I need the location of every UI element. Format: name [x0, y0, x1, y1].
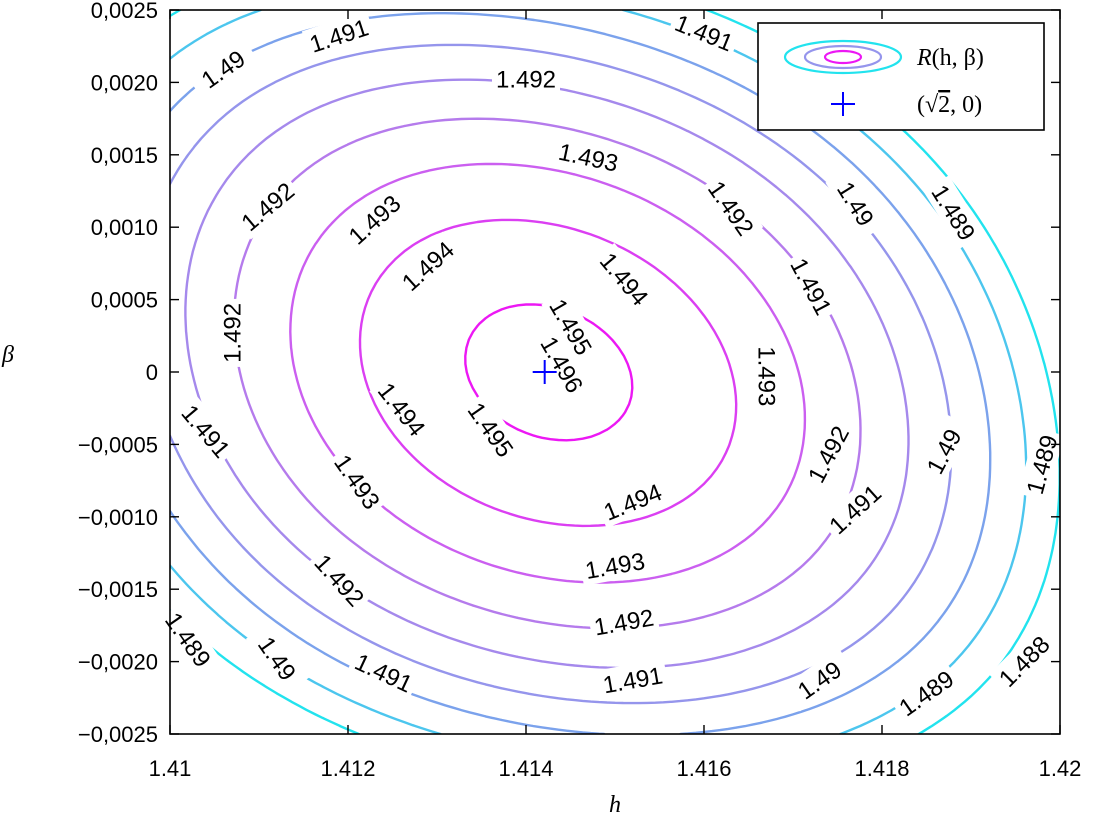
- x-tick-label: 1.416: [676, 756, 731, 781]
- x-tick-label: 1.41: [149, 756, 192, 781]
- contour-line: [170, 43, 953, 705]
- contour-label: 1.49: [825, 166, 887, 241]
- contour-line: [358, 218, 738, 528]
- svg-text:1.492: 1.492: [496, 67, 556, 94]
- y-tick-label: −0,0015: [78, 577, 158, 602]
- y-axis-label: β: [1, 342, 14, 368]
- y-tick-label: 0,0015: [91, 143, 158, 168]
- x-axis-label: h: [609, 792, 621, 818]
- legend-label-marker: (√2, 0): [917, 92, 982, 118]
- marker-sqrt2: [532, 360, 557, 384]
- y-axis: 0,0025 0,0020 0,0015 0,0010 0,0005 0 −0,0005 −0…: [78, 0, 1060, 747]
- x-tick-label: 1.418: [854, 756, 909, 781]
- legend: R(h, β) (√2, 0): [757, 22, 1045, 131]
- y-tick-label: 0,0010: [91, 215, 158, 240]
- x-axis: 1.41 1.412 1.414 1.416 1.418 1.42: [149, 10, 1082, 781]
- legend-contour-swatch: [783, 39, 903, 75]
- x-tick-label: 1.42: [1039, 756, 1082, 781]
- legend-marker-swatch: [831, 92, 855, 116]
- contour-line: [289, 162, 807, 584]
- legend-label-contour: R(h, β): [916, 45, 984, 71]
- contour-label: 1.492: [216, 298, 247, 367]
- y-tick-label: 0,0005: [91, 288, 158, 313]
- y-tick-label: 0,0020: [91, 70, 158, 95]
- contour-label: 1.492: [492, 63, 560, 94]
- y-tick-label: −0,0020: [78, 650, 158, 675]
- legend-box: [757, 22, 1045, 131]
- svg-text:1.493: 1.493: [752, 346, 779, 406]
- contour-lines: [170, 10, 1060, 734]
- y-tick-label: −0,0005: [78, 432, 158, 457]
- contour-label: 1.492: [587, 600, 660, 643]
- svg-text:1.492: 1.492: [219, 303, 246, 363]
- y-tick-label: 0,0025: [91, 0, 158, 23]
- y-tick-label: −0,0010: [78, 505, 158, 530]
- y-tick-label: −0,0025: [78, 722, 158, 747]
- y-tick-label: 0: [146, 360, 158, 385]
- x-tick-label: 1.412: [320, 756, 375, 781]
- x-tick-label: 1.414: [498, 756, 553, 781]
- marker-layer: [532, 360, 557, 384]
- contour-label: 1.493: [752, 342, 783, 411]
